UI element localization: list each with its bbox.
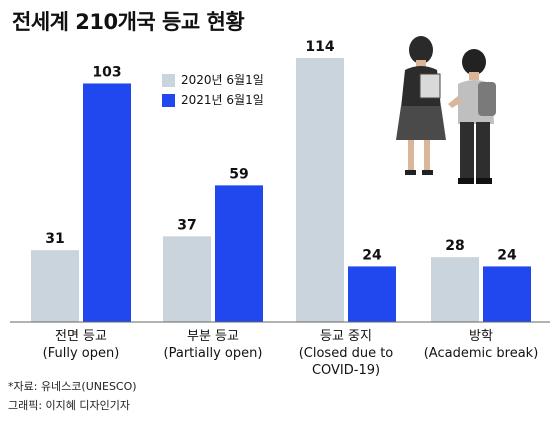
legend-item-2020: 2020년 6월1일: [162, 70, 264, 90]
legend-label-2021: 2021년 6월1일: [181, 93, 264, 107]
category-label-0: 전면 등교 (Fully open): [6, 328, 156, 362]
bar-2021-3: [483, 266, 531, 322]
legend-item-2021: 2021년 6월1일: [162, 90, 264, 110]
value-labels-group: 31 37 114 28 103 59 24 24: [45, 39, 517, 263]
value-label-2021-2: 24: [362, 247, 382, 263]
bar-2020-2: [296, 58, 344, 322]
category-label-2: 등교 중지 (Closed due to COVID-19): [271, 328, 421, 379]
legend: 2020년 6월1일 2021년 6월1일: [162, 70, 264, 110]
category-label-line: 전면 등교: [55, 329, 107, 344]
category-label-3: 방학 (Academic break): [406, 328, 556, 362]
category-label-line: (Academic break): [423, 346, 539, 361]
bar-2020-0: [31, 250, 79, 322]
bar-2021-0: [83, 83, 131, 322]
chart-title: 전세계 210개국 등교 현황: [12, 10, 245, 34]
bar-2020-3: [431, 257, 479, 322]
category-label-line: COVID-19): [311, 363, 381, 378]
graphic-credit: 그래픽: 이지혜 디자인기자: [8, 399, 131, 412]
value-label-2020-2: 114: [305, 39, 334, 55]
bars-group: [31, 58, 531, 322]
legend-swatch-2021: [162, 93, 175, 107]
value-label-2021-0: 103: [92, 64, 121, 80]
value-label-2020-1: 37: [177, 217, 196, 233]
bar-2020-1: [163, 236, 211, 322]
category-label-line: (Closed due to: [298, 346, 394, 361]
category-label-line: 부분 등교: [187, 329, 239, 344]
category-label-line: 방학: [469, 329, 493, 344]
value-label-2020-0: 31: [45, 231, 64, 247]
legend-swatch-2020: [162, 73, 175, 87]
category-label-1: 부분 등교 (Partially open): [138, 328, 288, 362]
category-label-line: 등교 중지: [320, 329, 372, 344]
value-label-2021-3: 24: [497, 247, 517, 263]
legend-label-2020: 2020년 6월1일: [181, 73, 264, 87]
students-illustration: [396, 36, 496, 184]
bar-2021-2: [348, 266, 396, 322]
category-label-line: (Partially open): [163, 346, 263, 361]
bar-2021-1: [215, 185, 263, 322]
category-label-line: (Fully open): [42, 346, 120, 361]
value-label-2020-3: 28: [445, 238, 464, 254]
value-label-2021-1: 59: [229, 166, 248, 182]
source-note: *자료: 유네스코(UNESCO): [8, 380, 137, 393]
